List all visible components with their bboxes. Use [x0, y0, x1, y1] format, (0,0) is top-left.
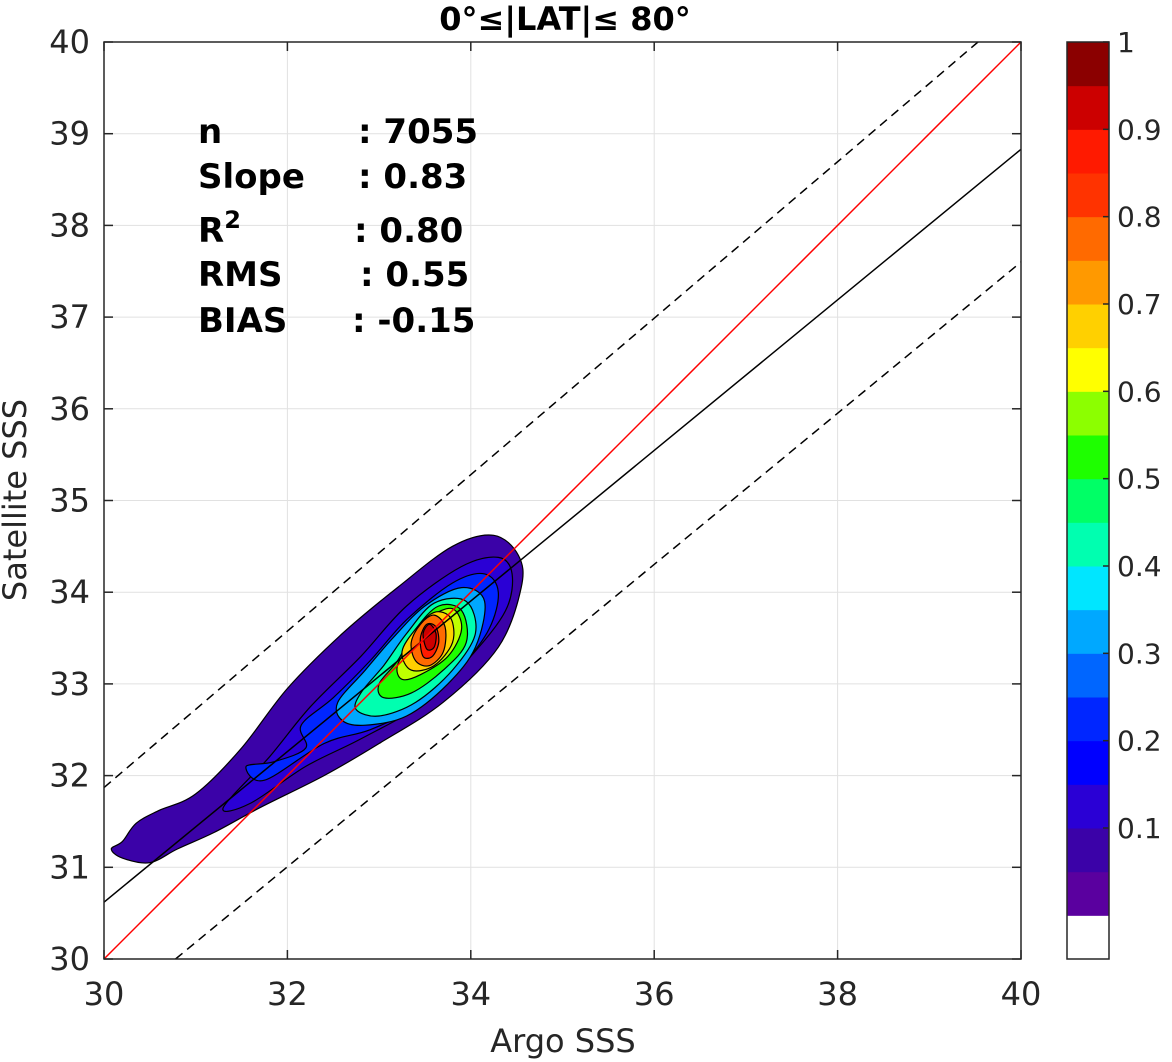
x-tick-labels: 30 32 34 36 38 40 [84, 975, 1042, 1013]
chart-title: 0°≤|LAT|≤ 80° [439, 0, 690, 39]
y-tick-label: 32 [49, 757, 90, 795]
colorbar-segment [1067, 391, 1109, 436]
stat-label: RMS [198, 255, 283, 295]
y-tick-label: 40 [49, 23, 90, 61]
colorbar-tick-label: 0.1 [1117, 812, 1162, 845]
y-tick-label: 34 [49, 573, 90, 611]
colorbar-segment [1067, 697, 1109, 742]
colorbar-segment [1067, 653, 1109, 698]
colorbar-segment [1067, 129, 1109, 174]
colorbar-segment [1067, 609, 1109, 654]
axis-ticks [103, 41, 1022, 960]
x-axis-label: Argo SSS [490, 1022, 635, 1060]
stat-value: : -0.15 [352, 301, 475, 341]
density-contours [110, 534, 524, 864]
colorbar-tick-label: 0.6 [1117, 375, 1162, 408]
colorbar-border [1066, 41, 1110, 960]
stat-value: : 0.80 [354, 211, 463, 251]
colorbar-segment [1067, 260, 1109, 305]
colorbar-segment [1067, 216, 1109, 261]
colorbar-segment [1067, 566, 1109, 611]
stat-label: n [198, 112, 222, 152]
colorbar-tick-label: 0.7 [1117, 288, 1162, 321]
x-tick-label: 30 [84, 975, 125, 1013]
x-tick-label: 32 [267, 975, 308, 1013]
y-axis-label: Satellite SSS [0, 399, 34, 601]
stat-label: BIAS [198, 301, 287, 341]
colorbar-tick-label: 0.5 [1117, 463, 1162, 496]
colorbar-tick-label: 0.3 [1117, 637, 1162, 670]
stat-value: : 0.55 [360, 255, 469, 295]
y-tick-labels: 30 31 32 33 34 35 36 37 38 39 40 [49, 23, 90, 978]
x-tick-label: 34 [450, 975, 491, 1013]
y-tick-label: 30 [49, 940, 90, 978]
stat-label: R2 [198, 206, 241, 251]
x-tick-label: 40 [1001, 975, 1042, 1013]
y-tick-label: 31 [49, 848, 90, 886]
colorbar: 0.1 0.2 0.3 0.4 0.5 0.6 0.7 0.8 0.9 1 [1066, 26, 1162, 960]
y-tick-label: 38 [49, 206, 90, 244]
upper-bound-line [103, 41, 979, 789]
colorbar-segment [1067, 42, 1109, 87]
colorbar-tick-label: 0.2 [1117, 725, 1162, 758]
y-tick-label: 37 [49, 298, 90, 336]
colorbar-tick-label: 0.9 [1117, 113, 1162, 146]
x-tick-label: 38 [817, 975, 858, 1013]
one-to-one-line [103, 41, 1022, 960]
colorbar-segment [1067, 915, 1109, 960]
y-tick-label: 33 [49, 665, 90, 703]
colorbar-segment [1067, 304, 1109, 349]
colorbar-segment [1067, 784, 1109, 829]
stat-label: Slope [198, 157, 305, 197]
y-tick-label: 36 [49, 390, 90, 428]
colorbar-segment [1067, 435, 1109, 480]
colorbar-segment [1067, 478, 1109, 523]
stat-label-superscript: 2 [224, 206, 241, 234]
statistics-box: n : 7055 Slope : 0.83 R2 : 0.80 RMS : 0.55 BIAS:… [198, 112, 478, 341]
y-tick-label: 35 [49, 482, 90, 520]
colorbar-segment [1067, 740, 1109, 785]
colorbar-segment [1067, 85, 1109, 130]
reference-lines [103, 41, 1022, 960]
colorbar-tick-label: 0.4 [1117, 550, 1162, 583]
x-tick-label: 36 [634, 975, 675, 1013]
y-tick-label: 39 [49, 115, 90, 153]
fit-line [103, 148, 1022, 903]
colorbar-tick-label: 0.8 [1117, 201, 1162, 234]
colorbar-segment [1067, 828, 1109, 873]
lower-bound-line [175, 261, 1022, 960]
stat-value: : 7055 [358, 112, 478, 152]
colorbar-segment [1067, 347, 1109, 392]
colorbar-segment [1067, 173, 1109, 218]
colorbar-tick-label: 1 [1117, 26, 1135, 59]
colorbar-segment [1067, 522, 1109, 567]
colorbar-segment [1067, 871, 1109, 916]
stat-value: : 0.83 [358, 157, 467, 197]
